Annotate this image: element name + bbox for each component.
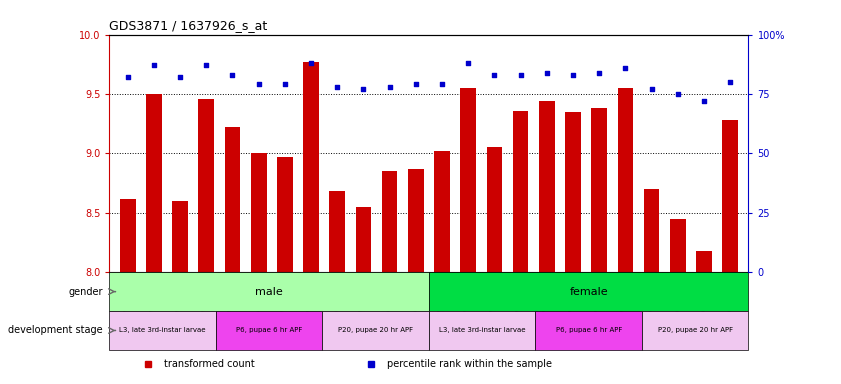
Bar — [460, 88, 476, 272]
Text: P6, pupae 6 hr APF: P6, pupae 6 hr APF — [556, 328, 621, 333]
Bar — [696, 251, 711, 272]
Bar — [408, 169, 424, 272]
Point — [619, 65, 632, 71]
Point — [278, 81, 292, 88]
Bar — [591, 108, 607, 272]
Point — [514, 72, 527, 78]
Point — [121, 74, 135, 80]
Bar — [251, 153, 267, 272]
Text: percentile rank within the sample: percentile rank within the sample — [388, 359, 553, 369]
Bar — [225, 127, 241, 272]
Point — [304, 60, 318, 66]
Bar — [539, 101, 555, 272]
Bar — [172, 201, 188, 272]
Point — [252, 81, 266, 88]
Text: female: female — [569, 286, 608, 296]
Text: L3, late 3rd-instar larvae: L3, late 3rd-instar larvae — [439, 328, 526, 333]
Point — [357, 86, 370, 92]
Text: P20, pupae 20 hr APF: P20, pupae 20 hr APF — [658, 328, 733, 333]
Text: GDS3871 / 1637926_s_at: GDS3871 / 1637926_s_at — [109, 19, 267, 32]
Point — [645, 86, 659, 92]
Bar — [119, 199, 135, 272]
Point — [723, 79, 737, 85]
Text: P20, pupae 20 hr APF: P20, pupae 20 hr APF — [338, 328, 413, 333]
Bar — [429, 311, 536, 350]
Point — [671, 91, 685, 97]
Point — [147, 62, 161, 68]
Point — [566, 72, 579, 78]
Bar — [429, 272, 748, 311]
Point — [225, 72, 239, 78]
Bar — [198, 99, 214, 272]
Point — [462, 60, 475, 66]
Bar — [536, 311, 642, 350]
Bar — [330, 191, 345, 272]
Bar — [216, 311, 322, 350]
Bar — [487, 147, 502, 272]
Text: transformed count: transformed count — [164, 359, 255, 369]
Bar — [643, 189, 659, 272]
Bar — [434, 151, 450, 272]
Bar — [356, 207, 371, 272]
Bar — [277, 157, 293, 272]
Bar — [670, 219, 685, 272]
Bar — [109, 311, 216, 350]
Point — [592, 70, 606, 76]
Bar — [382, 171, 398, 272]
Point — [540, 70, 553, 76]
Text: L3, late 3rd-instar larvae: L3, late 3rd-instar larvae — [119, 328, 206, 333]
Bar — [109, 272, 429, 311]
Point — [173, 74, 187, 80]
Point — [331, 84, 344, 90]
Bar — [722, 120, 738, 272]
Point — [409, 81, 422, 88]
Bar — [322, 311, 429, 350]
Bar — [617, 88, 633, 272]
Point — [488, 72, 501, 78]
Point — [697, 98, 711, 104]
Bar — [303, 62, 319, 272]
Text: P6, pupae 6 hr APF: P6, pupae 6 hr APF — [236, 328, 302, 333]
Bar — [565, 112, 581, 272]
Bar — [146, 94, 161, 272]
Bar — [513, 111, 528, 272]
Text: development stage: development stage — [8, 326, 103, 336]
Point — [436, 81, 449, 88]
Bar — [642, 311, 748, 350]
Point — [199, 62, 213, 68]
Text: gender: gender — [68, 286, 103, 296]
Text: male: male — [256, 286, 283, 296]
Point — [383, 84, 396, 90]
